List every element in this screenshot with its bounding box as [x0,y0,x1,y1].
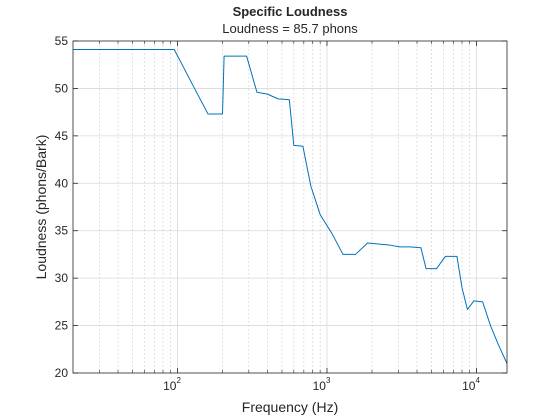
x-tick-exponent: 3 [326,376,331,385]
y-tick-label: 30 [55,271,69,285]
chart-subtitle: Loudness = 85.7 phons [222,21,358,36]
plot-area [73,41,507,373]
y-tick-label: 20 [55,366,69,380]
series-layer [73,49,508,364]
x-tick-label: 10 [163,379,177,393]
y-tick-label: 55 [55,34,69,48]
y-tick-label: 50 [55,81,69,95]
chart-title: Specific Loudness [233,4,348,19]
x-tick-label: 10 [462,379,476,393]
x-tick-label: 10 [313,379,327,393]
axes-layer [72,40,508,374]
y-axis-label: Loudness (phons/Bark) [33,135,49,280]
x-tick-exponent: 4 [475,376,480,385]
x-axis-label: Frequency (Hz) [242,399,338,415]
y-tick-label: 35 [55,224,69,238]
y-tick-label: 25 [55,319,69,333]
x-tick-exponent: 2 [176,376,181,385]
y-tick-label: 45 [55,129,69,143]
y-tick-label: 40 [55,176,69,190]
grid-layer [73,41,507,373]
axes-box [72,40,508,374]
loudness-series-line [73,49,508,364]
